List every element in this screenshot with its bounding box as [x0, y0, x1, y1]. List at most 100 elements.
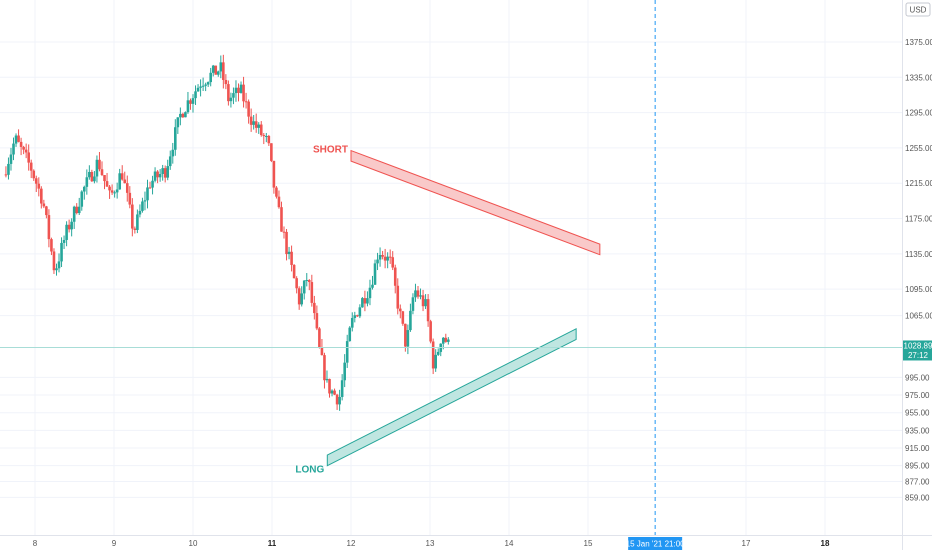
- candle-body: [242, 84, 245, 102]
- candle-body: [237, 87, 240, 93]
- candle: [136, 209, 139, 234]
- candle-body: [62, 239, 66, 243]
- last-price-value: 1028.89: [904, 341, 932, 350]
- candle-body: [108, 186, 111, 191]
- candle: [171, 142, 175, 164]
- candle: [439, 343, 443, 357]
- candle: [356, 314, 359, 318]
- candle: [363, 290, 367, 312]
- candle: [174, 119, 177, 156]
- candle: [434, 349, 437, 372]
- candle: [333, 388, 336, 396]
- candle-body: [340, 380, 344, 397]
- candle-body: [315, 313, 319, 329]
- time-tick-label: 8: [33, 539, 38, 548]
- candle: [19, 137, 23, 156]
- candle-body: [103, 175, 106, 182]
- candle-body: [65, 224, 68, 240]
- candle: [386, 252, 389, 269]
- candle: [416, 285, 420, 299]
- candle: [414, 283, 417, 302]
- candle: [345, 334, 349, 368]
- candle-body: [118, 173, 121, 190]
- candle: [29, 159, 33, 179]
- candle: [330, 389, 334, 397]
- candle-body: [252, 121, 255, 125]
- candle-body: [227, 84, 230, 102]
- candle-body: [171, 149, 175, 157]
- candle-body: [196, 87, 200, 92]
- candle-body: [153, 171, 157, 181]
- currency-box[interactable]: [905, 2, 931, 17]
- candle: [34, 175, 38, 192]
- candle: [37, 177, 41, 197]
- candle: [120, 165, 124, 181]
- candle-body: [131, 204, 134, 229]
- candle-body: [234, 87, 238, 94]
- candle: [72, 205, 76, 229]
- candle-body: [424, 299, 427, 307]
- candle: [191, 94, 195, 113]
- candle: [247, 99, 250, 124]
- candle-body: [249, 116, 253, 125]
- candle-body: [297, 288, 301, 305]
- candle-body: [335, 394, 339, 405]
- candle-body: [166, 166, 170, 178]
- candle-body: [371, 284, 374, 288]
- candle: [110, 184, 114, 195]
- candle: [292, 264, 296, 279]
- candle-body: [199, 86, 202, 88]
- candle-body: [47, 215, 51, 240]
- candle-body: [441, 337, 445, 344]
- candle: [113, 190, 116, 198]
- time-tick-label: 18: [821, 539, 830, 548]
- candle-body: [34, 178, 38, 184]
- last-price-badge: [903, 340, 932, 361]
- candle-body: [328, 378, 331, 394]
- candle-body: [206, 82, 210, 85]
- time-tick-label: 10: [189, 539, 198, 548]
- candle: [295, 276, 298, 294]
- candle-body: [262, 135, 266, 137]
- candle-body: [115, 189, 119, 193]
- candle: [163, 165, 167, 183]
- candle: [118, 168, 121, 190]
- candle: [368, 279, 372, 306]
- candle-body: [406, 330, 410, 347]
- candle-body: [434, 354, 437, 369]
- candle-body: [189, 100, 192, 104]
- currency-label[interactable]: USD: [910, 6, 927, 15]
- candle-body: [310, 282, 314, 303]
- candle-body: [201, 85, 205, 87]
- short-label[interactable]: SHORT: [313, 145, 348, 156]
- short-channel[interactable]: [350, 149, 601, 256]
- candle: [335, 393, 339, 410]
- candle: [40, 186, 43, 209]
- candle-body: [168, 156, 172, 167]
- candle-body: [12, 143, 15, 155]
- candle-body: [348, 327, 352, 342]
- candle-body: [82, 186, 86, 192]
- candle: [32, 169, 36, 181]
- price-tick-label: 877.00: [905, 478, 930, 487]
- candle: [50, 237, 53, 256]
- channels-layer[interactable]: SHORT LONG: [295, 145, 601, 476]
- long-label[interactable]: LONG: [295, 465, 324, 476]
- candle-body: [50, 239, 53, 252]
- long-channel[interactable]: [326, 328, 577, 467]
- candle: [7, 157, 10, 180]
- candle-body: [373, 263, 377, 285]
- candle: [409, 303, 412, 332]
- candle-body: [270, 143, 273, 161]
- candle: [325, 370, 329, 383]
- candle-body: [163, 168, 167, 178]
- candle: [371, 275, 374, 290]
- candle-body: [353, 315, 357, 319]
- candle: [323, 352, 326, 389]
- candle: [373, 259, 377, 286]
- candle-body: [72, 206, 76, 222]
- candle-body: [156, 171, 159, 178]
- candle-body: [421, 295, 425, 307]
